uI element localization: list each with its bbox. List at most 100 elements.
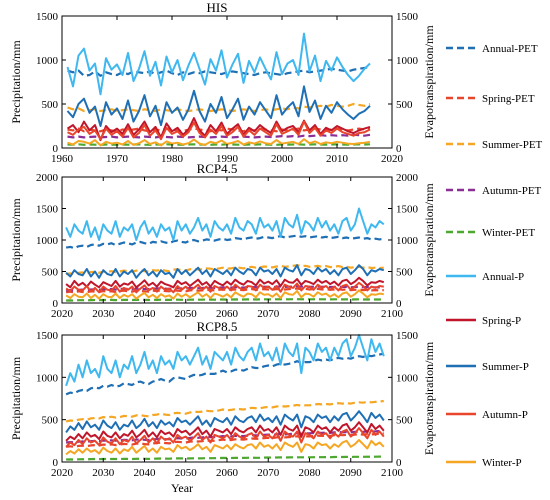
legend-item-summer-p: Summer-P xyxy=(446,361,529,373)
series-annual-p-line xyxy=(66,32,371,96)
x-tick-label: 1990 xyxy=(216,153,239,165)
series-winter-pet-line xyxy=(66,455,384,461)
legend-item-spring-p: Spring-P xyxy=(446,315,521,327)
panel-rcp85: 2020 2030 2040 2050 2060 2070 2080 2090 21000500… xyxy=(9,319,436,495)
legend-item-summer-pet: Summer-PET xyxy=(446,139,543,151)
x-tick-label: 2030 xyxy=(92,467,115,479)
y-axis-label-left: Precipitation/mm xyxy=(9,356,23,440)
legend-label: Winter-PET xyxy=(482,227,535,239)
series-summer-pet-line xyxy=(65,399,384,423)
y-tick-label-left: 1500 xyxy=(36,330,59,342)
series-autumn-pet-line xyxy=(67,133,371,139)
y-tick-label-left: 500 xyxy=(42,99,59,111)
x-tick-label: 2030 xyxy=(92,308,115,320)
legend-label: Spring-PET xyxy=(482,93,535,105)
series-summer-p-line xyxy=(65,410,385,433)
y-axis-label-left: Precipitation/mm xyxy=(9,40,23,124)
x-tick-label: 2090 xyxy=(340,467,363,479)
panel-rcp45: 2020 2030 2040 2050 2060 2070 2080 2090 21000500… xyxy=(9,161,436,320)
panel-title: RCP4.5 xyxy=(197,161,238,176)
x-tick-label: 2050 xyxy=(175,467,198,479)
series-winter-p-line xyxy=(67,138,371,147)
legend-item-winter-pet: Winter-PET xyxy=(446,227,535,239)
legend-item-annual-pet: Annual-PET xyxy=(446,43,538,55)
y-tick-label-left: 500 xyxy=(42,267,59,279)
legend-label: Spring-P xyxy=(482,315,521,327)
y-tick-label-left: 1000 xyxy=(36,235,59,247)
x-tick-label: 2020 xyxy=(51,308,74,320)
legend-item-autumn-pet: Autumn-PET xyxy=(446,185,542,197)
series-winter-pet-line xyxy=(67,143,371,146)
y-tick-label-right: 1500 xyxy=(396,11,419,23)
x-tick-label: 2020 xyxy=(381,153,404,165)
x-tick-label: 2050 xyxy=(175,308,198,320)
y-tick-label-right: 1000 xyxy=(396,372,419,384)
x-tick-label: 2000 xyxy=(271,153,294,165)
panels: 1960 1970 1980 1990 2000 2010 2020050010001500… xyxy=(9,0,436,495)
y-tick-label-left: 1500 xyxy=(36,11,59,23)
x-tick-label: 2100 xyxy=(381,308,404,320)
series-autumn-p-line xyxy=(65,427,385,448)
y-tick-label-left: 1500 xyxy=(36,204,59,216)
y-tick-label-right: 1000 xyxy=(396,235,419,247)
series-summer-p-line xyxy=(66,85,371,127)
series-winter-p-line xyxy=(65,289,384,300)
series-annual-p-line xyxy=(65,334,385,387)
y-axis-label-right: Evapotranspiration/mm xyxy=(422,183,436,297)
legend-item-autumn-p: Autumn-P xyxy=(446,409,528,421)
panel-his: 1960 1970 1980 1990 2000 2010 2020050010001500… xyxy=(9,0,436,165)
y-tick-label-right: 1500 xyxy=(396,330,419,342)
y-tick-label-right: 1500 xyxy=(396,204,419,216)
series-winter-pet-line xyxy=(66,298,384,302)
x-tick-label: 2060 xyxy=(216,308,239,320)
y-tick-label-right: 2000 xyxy=(396,172,419,184)
legend: Annual-PET Spring-PET Summer-PET Autumn-PET… xyxy=(446,43,543,469)
series-spring-pet-line xyxy=(65,432,384,448)
x-tick-label: 1960 xyxy=(51,153,74,165)
x-axis-label: Year xyxy=(171,481,193,495)
x-tick-label: 2040 xyxy=(134,467,157,479)
y-tick-label-right: 0 xyxy=(396,457,402,469)
y-tick-label-right: 1000 xyxy=(396,55,419,67)
x-tick-label: 2090 xyxy=(340,308,363,320)
series-summer-pet-line xyxy=(65,264,384,276)
series-annual-pet-line xyxy=(67,65,371,77)
y-tick-label-left: 1000 xyxy=(36,55,59,67)
x-tick-label: 2040 xyxy=(134,308,157,320)
y-tick-label-left: 500 xyxy=(42,415,59,427)
y-tick-label-right: 500 xyxy=(396,267,413,279)
legend-label: Autumn-P xyxy=(482,409,528,421)
series-autumn-p-line xyxy=(67,120,371,141)
y-tick-label-right: 0 xyxy=(396,298,402,310)
legend-label: Annual-PET xyxy=(482,43,538,55)
legend-item-winter-p: Winter-P xyxy=(446,457,522,469)
panel-title: HIS xyxy=(207,0,228,15)
panel-title: RCP8.5 xyxy=(197,319,238,334)
x-tick-label: 1980 xyxy=(161,153,184,165)
y-tick-label-left: 2000 xyxy=(36,172,59,184)
x-tick-label: 2020 xyxy=(51,467,74,479)
x-tick-label: 2010 xyxy=(326,153,349,165)
series-winter-p-line xyxy=(65,439,385,456)
y-tick-label-right: 0 xyxy=(396,143,402,155)
x-tick-label: 2070 xyxy=(257,467,280,479)
y-tick-label-left: 1000 xyxy=(36,372,59,384)
y-tick-label-right: 500 xyxy=(396,99,413,111)
x-tick-label: 2080 xyxy=(299,308,322,320)
series-annual-pet-line xyxy=(65,352,385,396)
legend-item-spring-pet: Spring-PET xyxy=(446,93,535,105)
legend-label: Summer-P xyxy=(482,361,529,373)
y-tick-label-left: 0 xyxy=(53,298,59,310)
legend-label: Summer-PET xyxy=(482,139,543,151)
series-spring-p-line xyxy=(66,117,371,142)
legend-label: Winter-P xyxy=(482,457,522,469)
legend-label: Autumn-PET xyxy=(482,185,542,197)
series-annual-pet-line xyxy=(65,234,384,250)
series-spring-p-line xyxy=(65,421,385,442)
x-tick-label: 2060 xyxy=(216,467,239,479)
series-spring-p-line xyxy=(65,276,385,289)
y-tick-label-right: 500 xyxy=(396,415,413,427)
legend-label: Annual-P xyxy=(482,271,524,283)
y-axis-label-right: Evapotranspiration/mm xyxy=(422,341,436,455)
